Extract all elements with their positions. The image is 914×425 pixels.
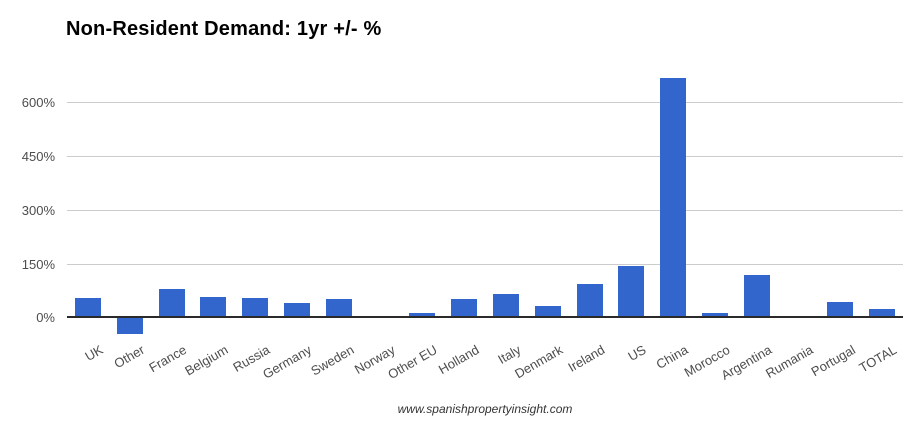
footer-url: www.spanishpropertyinsight.com	[397, 402, 573, 416]
bar-sweden	[325, 298, 352, 318]
bar-morocco	[701, 312, 728, 318]
x-tick-label: US	[625, 342, 649, 365]
bar-argentina	[743, 275, 770, 318]
bar-portugal	[827, 301, 854, 318]
x-tick-label: Other	[111, 342, 148, 372]
bar-china	[660, 78, 687, 318]
x-tick-label: Portugal	[808, 342, 858, 380]
y-tick-label: 450%	[21, 149, 55, 164]
gridline	[67, 156, 903, 157]
y-tick-label: 600%	[21, 95, 55, 111]
x-tick-label: Sweden	[308, 342, 357, 379]
bar-ireland	[576, 284, 603, 318]
bar-total	[869, 309, 896, 318]
bar-italy	[492, 293, 519, 318]
x-tick-label: Belgium	[182, 342, 231, 379]
x-tick-label: UK	[82, 342, 106, 365]
y-axis: 0% 150% 300% 450% 600%	[0, 70, 55, 337]
bar-france	[158, 288, 185, 318]
y-tick-label: 300%	[21, 202, 55, 218]
gridline	[67, 102, 903, 104]
x-axis: UK Other France Belgium Russia Germany Sweden N…	[67, 338, 903, 396]
chart-title: Non-Resident Demand: 1yr +/- %	[66, 18, 382, 40]
gridline	[67, 209, 903, 211]
y-tick-label: 0%	[36, 310, 55, 326]
bar-germany	[283, 303, 310, 318]
x-tick-label: France	[146, 342, 189, 376]
x-tick-label: TOTAL	[856, 342, 900, 376]
zero-axis-line	[67, 316, 903, 319]
x-tick-label: Holland	[435, 342, 482, 378]
bar-belgium	[200, 296, 227, 318]
bar-uk	[74, 297, 101, 318]
bar-us	[618, 266, 645, 318]
bar-other-eu	[409, 312, 436, 318]
y-tick-label: 150%	[21, 256, 55, 272]
x-tick-label: Ireland	[565, 342, 607, 375]
plot-area	[67, 70, 903, 337]
bar-holland	[451, 298, 478, 318]
gridline	[67, 263, 903, 265]
bar-russia	[242, 297, 269, 318]
bar-denmark	[534, 305, 561, 318]
x-tick-label: Rumania	[763, 342, 816, 382]
bar-other	[116, 317, 143, 335]
